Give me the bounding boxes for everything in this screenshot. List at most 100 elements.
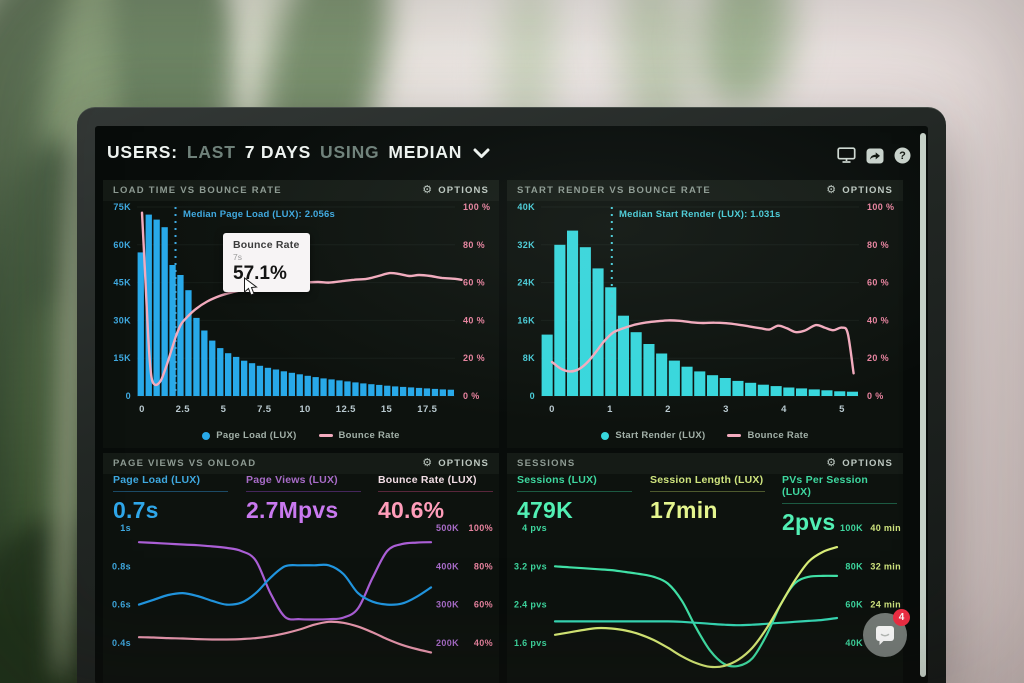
svg-text:7.5: 7.5 xyxy=(257,404,272,415)
svg-text:2: 2 xyxy=(665,404,671,415)
panel-header: PAGE VIEWS VS ONLOAD ⚙ OPTIONS xyxy=(103,453,499,474)
tooltip-value: 57.1% xyxy=(233,263,287,284)
svg-text:20 %: 20 % xyxy=(867,353,889,363)
options-button[interactable]: ⚙ OPTIONS xyxy=(422,457,489,470)
laptop-bezel: USERS: LAST 7 DAYS USING MEDIAN ? xyxy=(77,107,946,683)
svg-text:75K: 75K xyxy=(113,202,131,212)
title-word: MEDIAN xyxy=(388,142,463,162)
chart-legend: Page Load (LUX) Bounce Rate xyxy=(103,430,499,441)
chat-bubble-icon xyxy=(876,625,894,645)
options-label: OPTIONS xyxy=(438,458,489,469)
median-annotation: Median Start Render (LUX): 1.031s xyxy=(619,209,781,220)
panel-page-views-vs-onload: PAGE VIEWS VS ONLOAD ⚙ OPTIONS Page Load… xyxy=(103,453,499,683)
svg-text:3.2 pvs: 3.2 pvs xyxy=(514,561,547,571)
svg-text:2.4 pvs: 2.4 pvs xyxy=(514,600,547,610)
metric-label: Bounce Rate (LUX) xyxy=(378,474,493,492)
svg-text:1: 1 xyxy=(607,404,613,415)
svg-text:100K: 100K xyxy=(840,524,863,533)
gear-icon: ⚙ xyxy=(826,457,838,469)
chart-page-views: 1s 500K 100% 0.8s 400K 80% 0.6s 300K 60% 0.4s 200K… xyxy=(103,523,499,683)
line-chart[interactable]: 1s 500K 100% 0.8s 400K 80% 0.6s 300K 60% 0.4s 200K… xyxy=(103,523,499,683)
chart-tooltip: Bounce Rate 7s 57.1% xyxy=(223,233,310,292)
options-label: OPTIONS xyxy=(438,185,489,196)
metric-pvs-per-session[interactable]: PVs Per Session (LUX) 2pvs xyxy=(782,474,897,536)
metric-label: PVs Per Session (LUX) xyxy=(782,474,897,504)
svg-text:0.8s: 0.8s xyxy=(112,561,131,571)
panel-sessions: SESSIONS ⚙ OPTIONS Sessions (LUX) 479K S… xyxy=(507,453,903,683)
metric-session-length[interactable]: Session Length (LUX) 17min xyxy=(650,474,765,524)
metric-sessions[interactable]: Sessions (LUX) 479K xyxy=(517,474,632,524)
metric-bounce-rate[interactable]: Bounce Rate (LUX) 40.6% xyxy=(378,474,493,524)
display-icon[interactable] xyxy=(837,147,856,164)
svg-text:60 %: 60 % xyxy=(463,278,485,288)
svg-text:5: 5 xyxy=(839,404,845,415)
metric-page-views[interactable]: Page Views (LUX) 2.7Mpvs xyxy=(246,474,361,524)
export-icon[interactable] xyxy=(865,147,884,164)
metric-page-load[interactable]: Page Load (LUX) 0.7s xyxy=(113,474,228,524)
gear-icon: ⚙ xyxy=(422,457,434,469)
svg-text:400K: 400K xyxy=(436,561,459,571)
metric-value: 2.7Mpvs xyxy=(246,497,339,523)
panel-title: SESSIONS xyxy=(517,458,576,469)
svg-text:100%: 100% xyxy=(469,524,493,533)
svg-text:60%: 60% xyxy=(474,600,493,610)
panel-header: START RENDER VS BOUNCE RATE ⚙ OPTIONS xyxy=(507,180,903,201)
scrollbar[interactable] xyxy=(920,133,926,677)
options-label: OPTIONS xyxy=(842,185,893,196)
svg-text:80 %: 80 % xyxy=(463,240,485,250)
bar-line-chart[interactable]: 40K 100 % 32K 80 % 24K 60 % 16K 40 % 8K 20 % 0 0 % 0… xyxy=(507,201,903,448)
svg-text:24 min: 24 min xyxy=(870,600,901,610)
title-word: LAST xyxy=(186,142,236,162)
panel-title: LOAD TIME VS BOUNCE RATE xyxy=(113,185,282,196)
chart-sessions: 4 pvs 100K 40 min 3.2 pvs 80K 32 min 2.4 pvs 60… xyxy=(507,523,903,683)
svg-text:12.5: 12.5 xyxy=(336,404,356,415)
panel-start-render-vs-bounce-rate: START RENDER VS BOUNCE RATE ⚙ OPTIONS 40… xyxy=(507,180,903,448)
chevron-down-icon[interactable] xyxy=(473,148,490,159)
line-chart[interactable]: 4 pvs 100K 40 min 3.2 pvs 80K 32 min 2.4 pvs 60… xyxy=(507,523,903,683)
dashboard-grid: LOAD TIME VS BOUNCE RATE ⚙ OPTIONS 75K 10… xyxy=(103,180,903,683)
svg-text:0.6s: 0.6s xyxy=(112,600,131,610)
panel-header: SESSIONS ⚙ OPTIONS xyxy=(507,453,903,474)
panel-load-time-vs-bounce-rate: LOAD TIME VS BOUNCE RATE ⚙ OPTIONS 75K 10… xyxy=(103,180,499,448)
legend-item[interactable]: Bounce Rate xyxy=(318,430,400,441)
svg-text:80%: 80% xyxy=(474,561,493,571)
dashboard-title[interactable]: USERS: LAST 7 DAYS USING MEDIAN xyxy=(107,142,490,163)
svg-text:24K: 24K xyxy=(517,278,535,288)
bar-line-chart[interactable]: 75K 100 % 60K 80 % 45K 60 % 30K 40 % 15K 20 % 0 0 %… xyxy=(103,201,499,448)
legend-dot-icon xyxy=(202,431,211,440)
legend-label: Bounce Rate xyxy=(747,430,809,441)
metric-value: 2pvs xyxy=(782,509,836,535)
svg-text:15K: 15K xyxy=(113,353,131,363)
svg-text:?: ? xyxy=(899,150,906,162)
title-word: 7 DAYS xyxy=(244,142,312,162)
metric-value: 0.7s xyxy=(113,497,159,523)
svg-text:0.4s: 0.4s xyxy=(112,638,131,648)
chat-widget-button[interactable]: 4 xyxy=(863,609,910,657)
gear-icon: ⚙ xyxy=(826,184,838,196)
help-icon[interactable]: ? xyxy=(893,147,912,164)
chart-load-time: 75K 100 % 60K 80 % 45K 60 % 30K 40 % 15K 20 % 0 0 %… xyxy=(103,201,499,448)
panel-title: PAGE VIEWS VS ONLOAD xyxy=(113,458,257,469)
options-button[interactable]: ⚙ OPTIONS xyxy=(826,457,893,470)
chart-legend: Start Render (LUX) Bounce Rate xyxy=(507,430,903,441)
legend-item[interactable]: Bounce Rate xyxy=(727,430,808,441)
legend-label: Page Load (LUX) xyxy=(216,430,297,441)
metric-row: Sessions (LUX) 479K Session Length (LUX)… xyxy=(507,474,903,535)
toolbar: ? xyxy=(837,147,912,164)
svg-text:45K: 45K xyxy=(113,278,131,288)
svg-text:80 %: 80 % xyxy=(867,240,889,250)
svg-text:500K: 500K xyxy=(436,524,459,533)
legend-item[interactable]: Page Load (LUX) xyxy=(202,430,296,441)
legend-label: Bounce Rate xyxy=(338,430,400,441)
svg-text:40 %: 40 % xyxy=(867,315,889,325)
svg-text:32K: 32K xyxy=(517,240,535,250)
svg-text:100 %: 100 % xyxy=(463,202,490,212)
svg-text:40 %: 40 % xyxy=(463,315,485,325)
legend-item[interactable]: Start Render (LUX) xyxy=(601,430,705,441)
svg-text:15: 15 xyxy=(381,404,393,415)
metric-label: Page Load (LUX) xyxy=(113,474,228,492)
options-button[interactable]: ⚙ OPTIONS xyxy=(422,185,489,197)
svg-text:60K: 60K xyxy=(113,240,131,250)
options-button[interactable]: ⚙ OPTIONS xyxy=(826,184,893,197)
